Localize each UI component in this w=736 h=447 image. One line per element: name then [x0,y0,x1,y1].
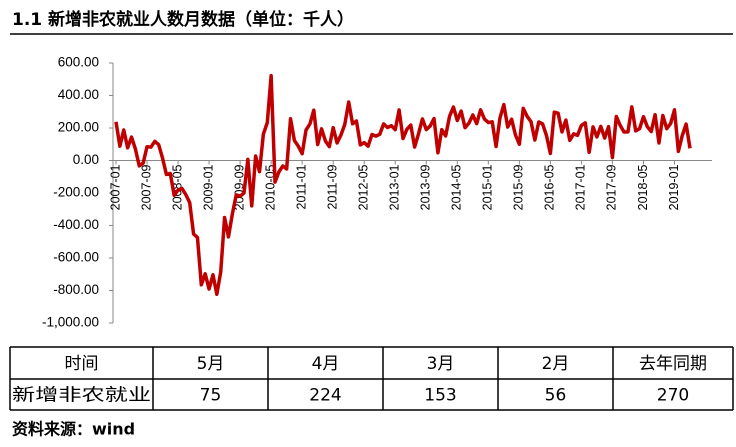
x-tick-label: 2013-09 [419,164,433,210]
line-series [114,73,692,296]
x-tick-label: 2011-01 [294,164,308,209]
y-tick-label: 0.00 [73,152,99,167]
x-tick-label: 2009-01 [201,164,215,210]
y-tick-label: -600.00 [53,250,99,265]
table-cell: 75 [200,386,222,406]
x-tick-label: 2008-05 [170,164,184,210]
y-tick-label: -800.00 [53,282,99,297]
table-header: 4月 [312,354,340,374]
chart-title: 1.1 新增非农就业人数月数据（单位：千人） [12,9,354,30]
table-cell: 224 [309,386,341,406]
x-tick-label: 2007-01 [108,164,122,210]
x-tick-label: 2017-01 [574,164,588,210]
table-cell: 56 [545,386,567,406]
table-header: 5月 [197,354,225,374]
y-tick-label: -400.00 [53,217,99,232]
table-cell: 270 [657,386,689,406]
y-tick-label: 200.00 [58,120,99,135]
table-header: 去年同期 [639,354,707,374]
x-tick-label: 2007-09 [139,164,153,210]
x-tick-label: 2018-05 [636,164,650,210]
x-tick-label: 2014-05 [450,164,464,210]
table-cell: 新增非农就业 [12,386,151,406]
table-header: 时间 [65,354,99,374]
x-tick-label: 2012-05 [357,164,371,210]
x-tick-label: 2019-01 [667,164,681,210]
table-header: 3月 [427,354,455,374]
x-tick-label: 2017-09 [605,164,619,210]
y-tick-label: 400.00 [58,87,99,102]
y-tick-label: -200.00 [53,185,99,200]
table-cell: 153 [424,386,456,406]
y-tick-label: 600.00 [58,55,99,70]
x-tick-label: 2015-09 [512,164,526,210]
table-header: 2月 [542,354,570,374]
x-tick-label: 2016-05 [543,164,557,210]
x-tick-label: 2013-01 [388,164,402,210]
x-tick-label: 2015-01 [481,164,495,210]
source: 资料来源：wind [12,420,135,439]
y-tick-label: -1,000.00 [42,315,99,330]
x-tick-label: 2011-09 [325,164,339,209]
